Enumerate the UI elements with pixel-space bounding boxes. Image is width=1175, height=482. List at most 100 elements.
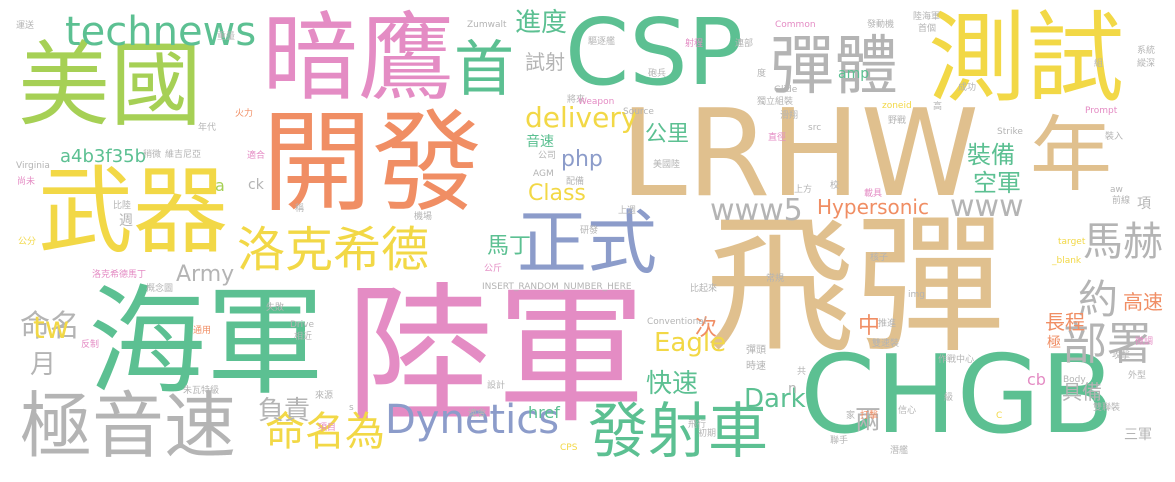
word-airfield: 機場 — [414, 212, 433, 222]
word-depth: 縱深 — [1137, 59, 1156, 69]
word-virginia: Virginia — [16, 161, 50, 171]
word-destroyer: 驅逐艦 — [588, 37, 616, 47]
word-source: Source — [623, 107, 654, 117]
word-general: 通用 — [193, 326, 212, 336]
word-two: 兩 — [855, 406, 882, 436]
word-home: 家 — [846, 411, 856, 421]
word-trial-launch: 試射 — [525, 50, 565, 74]
word-blank: _blank — [1052, 256, 1082, 266]
word-a: a — [215, 176, 225, 195]
word-lockheed: 洛克希德 — [237, 222, 430, 278]
word-attack: 攻擊 — [1112, 351, 1131, 361]
word-suitable: 適合 — [247, 151, 266, 161]
word-strike: Strike — [997, 127, 1023, 137]
word-army-navy: 陸海軍 — [913, 12, 941, 22]
word-amp: amp — [838, 66, 870, 82]
word-high-speed: 高速 — [1123, 290, 1163, 314]
word-technews: technews — [65, 9, 257, 55]
word-item: 項 — [1137, 196, 1151, 212]
word-cm: 公分 — [18, 237, 37, 247]
word-firepower: 火力 — [235, 109, 254, 119]
word-decade: 年代 — [198, 123, 217, 133]
word-future: 將來 — [567, 95, 586, 105]
word-responsible: 負責 — [258, 396, 311, 426]
word-equip: 配備 — [566, 177, 585, 187]
word-src: src — [808, 123, 822, 133]
word-agm: AGM — [533, 169, 554, 179]
word-hypersonic-en: Hypersonic — [817, 195, 929, 219]
word-field: 野戰 — [888, 116, 907, 126]
word-sonic: 音速 — [526, 134, 554, 150]
word-extreme: 極 — [1047, 335, 1061, 351]
word-compared: 比起來 — [690, 284, 718, 294]
word-launcher: 發射車 — [588, 397, 768, 467]
word-high: 高 — [933, 102, 943, 112]
word-twin-launch: 雙聯裝 — [1093, 403, 1121, 413]
word-strike-zh: 打擊 — [860, 411, 879, 421]
word-named-as: 命名為 — [265, 409, 385, 455]
word-engine: 發動機 — [867, 20, 895, 30]
word-n: n — [788, 381, 797, 397]
word-joint: 聯手 — [830, 436, 849, 446]
word-weapon: 武器 — [38, 157, 229, 267]
word-ops-center: 作戰中心 — [938, 355, 975, 365]
word-middle: 中 — [858, 314, 881, 339]
word-fail: 失敗 — [266, 303, 285, 313]
word-target: target — [1058, 237, 1086, 247]
word-official: 正式 — [517, 202, 657, 284]
word-degree: 度 — [757, 69, 767, 79]
word-zoneid: zoneid — [882, 101, 912, 111]
word-body-en: Body — [1063, 375, 1086, 385]
word-confidence: 信心 — [898, 406, 917, 416]
word-project: 項目 — [318, 423, 337, 433]
word-csp: CSP — [565, 0, 744, 106]
word-class: Class — [528, 181, 586, 206]
word-total: 共 — [797, 367, 807, 377]
word-first-one: 首個 — [918, 24, 937, 34]
word-success: 成功 — [958, 83, 977, 93]
word-lrhw: LRHW — [620, 85, 980, 224]
word-load: 裝入 — [1105, 132, 1124, 142]
word-ck: ck — [248, 177, 264, 193]
word-long-range: 長程 — [1045, 310, 1085, 334]
word-corp: 公司 — [538, 151, 557, 161]
word-above: 上方 — [794, 185, 813, 195]
word-usa: 美國 — [18, 32, 203, 139]
word-drive: Drive — [290, 320, 314, 330]
word-body: 彈體 — [770, 30, 898, 104]
word-aw: aw — [1110, 185, 1123, 195]
word-www: www — [950, 189, 1024, 224]
word-php: php — [561, 147, 603, 172]
word-first: 首 — [454, 35, 514, 105]
word-company-meet: 連會 — [468, 409, 487, 419]
word-zumwalt-class: 朱瓦特級 — [183, 386, 220, 396]
word-us-army-short: 美國陸 — [653, 160, 681, 170]
word-dual-mount: 雙速裝 — [872, 339, 900, 349]
word-last-week: 上週 — [618, 206, 637, 216]
word-mach: 馬赫 — [1083, 219, 1163, 265]
word-shape: 外型 — [1128, 371, 1147, 381]
word-speed-per-hour: 時速 — [746, 361, 766, 372]
word-army-en: Army — [176, 262, 235, 287]
word-virginia-zh: 維吉尼亞 — [165, 150, 202, 160]
word-lockheed-martin: 洛克希德馬丁 — [92, 270, 147, 280]
word-zumwalt: Zumwalt — [467, 20, 507, 30]
word-navy: 海軍 — [88, 273, 325, 411]
word-source-zh: 來源 — [315, 391, 334, 401]
word-weapon-en: Weapon — [578, 97, 615, 107]
word-system: 系統 — [1137, 46, 1156, 56]
word-conventional: Conventional — [647, 317, 707, 327]
word-times: 次 — [695, 316, 718, 341]
word-cps: CPS — [560, 443, 578, 453]
word-not-yet: 尚未 — [17, 177, 36, 187]
word-glide: Glide — [774, 85, 798, 95]
word-about: 約 — [1078, 277, 1118, 323]
word-fine-tune: 微調 — [1135, 337, 1154, 347]
word-propulsion: 推進 — [878, 319, 897, 329]
word-transport: 運送 — [16, 21, 35, 31]
word-grade: 級 — [944, 393, 954, 403]
word-test: 測試 — [928, 2, 1125, 116]
word-tw: tw — [33, 311, 70, 346]
word-artillery: 砲兵 — [648, 69, 667, 79]
word-assembly: 獨立組裝 — [757, 97, 794, 107]
